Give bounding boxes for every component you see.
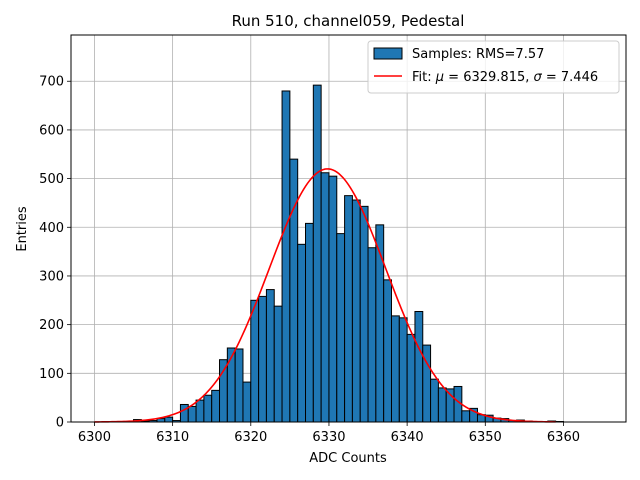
x-tick-label: 6310 (156, 430, 189, 445)
y-tick-label: 100 (39, 367, 64, 382)
histogram-bar (179, 403, 189, 423)
histogram-bar (211, 389, 221, 423)
y-axis-ticks: 0 100 200 300 400 500 600 700 (39, 75, 71, 431)
x-axis-ticks: 6300 6310 6320 6330 6340 6350 6360 (78, 422, 580, 445)
legend-histogram-label: Samples: RMS=7.57 (412, 47, 544, 62)
histogram-bar (234, 348, 244, 423)
histogram-bar (289, 158, 299, 423)
histogram-bar (383, 279, 392, 423)
histogram-bar (328, 175, 338, 423)
histogram-bar (351, 199, 361, 423)
histogram-bar (461, 410, 471, 423)
y-tick-label: 600 (39, 123, 64, 138)
y-tick-label: 400 (39, 221, 64, 236)
x-tick-label: 6360 (547, 430, 580, 445)
histogram-bar (242, 381, 252, 423)
fit-curve-layer (94, 168, 556, 423)
x-tick-label: 6340 (391, 430, 424, 445)
histogram-bar (219, 359, 228, 423)
histogram-bar (250, 299, 260, 423)
histogram-bar (430, 378, 439, 423)
histogram-bar (344, 195, 353, 423)
histogram-bar (265, 289, 275, 423)
histogram-bar (312, 84, 322, 423)
histogram-bar (367, 247, 377, 423)
histogram-bar (258, 295, 267, 423)
histogram-bar (273, 305, 283, 423)
fit-curve (94, 168, 556, 423)
histogram-bar (320, 172, 330, 423)
histogram-bar (305, 222, 314, 423)
x-tick-label: 6320 (234, 430, 267, 445)
histogram-bar (297, 243, 307, 423)
histogram-bar (336, 233, 346, 423)
histogram-bar (437, 387, 447, 423)
histogram-bar (406, 333, 416, 423)
y-tick-label: 500 (39, 172, 64, 187)
legend: Samples: RMS=7.57 Fit: μ = 6329.815, σ =… (367, 40, 620, 94)
histogram-bars (109, 84, 564, 423)
histogram-bar (359, 205, 369, 423)
y-tick-label: 0 (56, 416, 64, 431)
y-tick-label: 700 (39, 75, 64, 90)
grid-lines (71, 35, 626, 423)
histogram-bar (281, 90, 291, 423)
histogram-bar (390, 315, 400, 423)
x-tick-label: 6300 (78, 430, 111, 445)
y-tick-label: 300 (39, 269, 64, 284)
histogram-bar (398, 317, 408, 423)
histogram-bar (187, 405, 197, 423)
y-axis-label: Entries (15, 206, 30, 252)
y-tick-label: 200 (39, 318, 64, 333)
histogram-bar (414, 310, 424, 423)
histogram-bar (203, 394, 213, 423)
x-tick-label: 6330 (312, 430, 345, 445)
histogram-bar (195, 399, 205, 423)
chart-title: Run 510, channel059, Pedestal (232, 12, 465, 30)
plot-frame (70, 34, 627, 423)
legend-box (367, 40, 620, 94)
histogram-bar (164, 416, 174, 423)
legend-fit-label: Fit: μ = 6329.815, σ = 7.446 (412, 70, 598, 85)
legend-histogram-swatch (373, 47, 403, 60)
x-axis-label: ADC Counts (309, 451, 387, 466)
x-tick-label: 6350 (469, 430, 502, 445)
